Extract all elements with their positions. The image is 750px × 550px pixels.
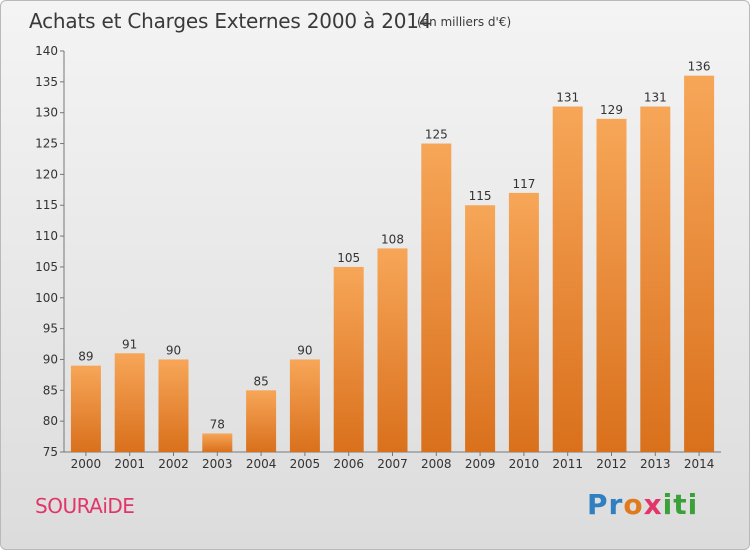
y-tick-label: 100 [35,291,58,305]
bar-value-label: 105 [337,251,360,265]
y-tick-label: 90 [43,352,58,366]
logo-letter: o [623,488,644,521]
bar-2004 [246,390,277,452]
y-tick-label: 80 [43,414,58,428]
bar-value-label: 136 [688,60,711,74]
bar-2003 [202,433,233,452]
bar-value-label: 90 [297,343,312,357]
bar-2007 [377,248,408,452]
y-tick-label: 130 [35,106,58,120]
y-tick-label: 95 [43,322,58,336]
x-tick-label: 2004 [246,457,277,471]
proxiti-logo: Proxiti [587,488,698,521]
chart-subtitle: (en milliers d'€) [417,15,512,29]
bar-2006 [333,266,364,452]
y-tick-label: 75 [43,445,58,459]
bar-2000 [70,365,101,452]
y-tick-label: 140 [35,44,58,58]
y-tick-label: 120 [35,167,58,181]
bar-value-label: 89 [78,350,93,364]
x-tick-label: 2005 [290,457,321,471]
y-tick-label: 125 [35,137,58,151]
y-tick-label: 110 [35,229,58,243]
x-tick-label: 2011 [552,457,583,471]
logo-letter: P [587,488,609,521]
bar-value-label: 131 [644,91,667,105]
bar-value-label: 91 [122,337,137,351]
bar-2005 [289,359,320,452]
y-tick-label: 135 [35,75,58,89]
bar-2011 [552,106,583,453]
x-tick-label: 2006 [333,457,364,471]
x-tick-label: 2002 [158,457,189,471]
bar-2013 [640,106,671,453]
logo-letter: x [643,488,663,521]
x-tick-label: 2010 [509,457,540,471]
bar-2002 [158,359,189,452]
bar-value-label: 129 [600,103,623,117]
bar-value-label: 125 [425,128,448,142]
chart-title: Achats et Charges Externes 2000 à 2014 [29,9,432,33]
x-tick-label: 2001 [114,457,145,471]
logo-letter: r [608,488,624,521]
x-tick-label: 2014 [684,457,715,471]
x-tick-label: 2012 [596,457,627,471]
x-tick-label: 2007 [377,457,408,471]
x-tick-label: 2003 [202,457,233,471]
bar-value-label: 131 [556,91,579,105]
bar-value-label: 108 [381,232,404,246]
bar-value-label: 85 [253,374,268,388]
bar-value-label: 115 [469,189,492,203]
y-tick-label: 85 [43,383,58,397]
bar-2012 [596,118,627,452]
logo-letter: i [662,488,674,521]
logo-letter: t [673,488,688,521]
bar-value-label: 90 [166,343,181,357]
bar-2010 [508,192,539,452]
x-tick-label: 2000 [71,457,102,471]
y-tick-label: 115 [35,198,58,212]
x-tick-label: 2009 [465,457,496,471]
bar-2008 [421,143,452,453]
bar-2001 [114,353,145,452]
x-tick-label: 2008 [421,457,452,471]
bar-2009 [465,205,496,452]
bar-value-label: 117 [512,177,535,191]
x-tick-label: 2013 [640,457,671,471]
y-tick-label: 105 [35,260,58,274]
bar-value-label: 78 [210,417,225,431]
commune-name: SOURAiDE [35,494,135,518]
logo-letter: i [687,488,699,521]
bar-2014 [684,75,715,452]
